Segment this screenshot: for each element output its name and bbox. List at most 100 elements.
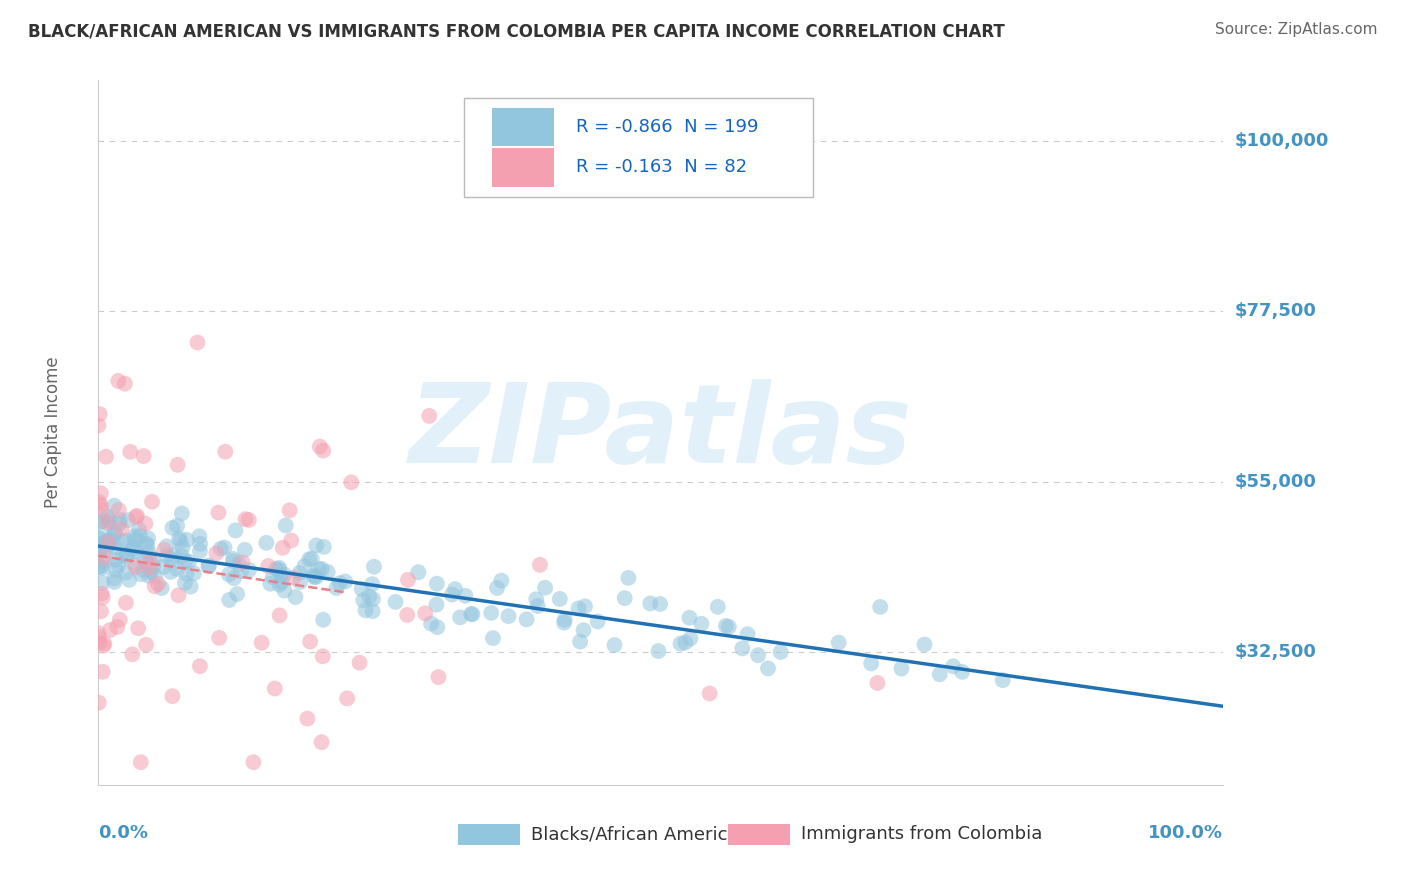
Point [714, 619, 737, 633]
Point [103, 571, 125, 585]
Point [912, 638, 935, 652]
Point [150, 581, 173, 595]
Point [350, 582, 373, 596]
Point [94, 450, 117, 464]
Point [297, 712, 319, 726]
Point [336, 691, 359, 706]
Point [418, 409, 440, 423]
FancyBboxPatch shape [728, 823, 790, 845]
Point [284, 590, 307, 604]
Point [717, 620, 740, 634]
Point [91, 576, 114, 591]
Point [112, 548, 135, 562]
Point [308, 562, 330, 576]
Point [305, 538, 328, 552]
Point [143, 579, 166, 593]
Point [87, 537, 110, 551]
Point [132, 563, 155, 577]
Point [90, 486, 112, 500]
Point [89, 407, 111, 421]
Point [134, 552, 156, 566]
Point [174, 554, 197, 568]
Point [270, 575, 292, 590]
Point [298, 552, 321, 566]
Point [162, 548, 184, 562]
Point [413, 607, 436, 621]
Text: $32,500: $32,500 [1234, 643, 1316, 661]
Point [93, 636, 115, 650]
Point [91, 591, 114, 605]
Text: $100,000: $100,000 [1234, 132, 1329, 150]
Point [866, 676, 889, 690]
Point [128, 522, 150, 536]
Point [183, 566, 205, 581]
Point [97, 533, 120, 547]
Point [613, 591, 636, 606]
Point [427, 670, 450, 684]
Point [586, 615, 609, 629]
Point [198, 558, 221, 573]
Point [363, 559, 385, 574]
Point [274, 518, 297, 533]
Point [104, 541, 127, 555]
Point [572, 623, 595, 637]
Point [118, 573, 141, 587]
Point [87, 631, 110, 645]
FancyBboxPatch shape [464, 98, 813, 196]
Point [162, 689, 184, 703]
Point [238, 513, 260, 527]
Point [125, 508, 148, 523]
Point [124, 533, 146, 547]
Point [299, 634, 322, 648]
Point [124, 558, 146, 572]
Point [257, 559, 280, 574]
Point [89, 495, 111, 509]
Point [259, 576, 281, 591]
Point [169, 533, 191, 548]
Point [460, 607, 482, 621]
Point [942, 659, 965, 673]
Text: ZIPatlas: ZIPatlas [409, 379, 912, 486]
Point [139, 553, 162, 567]
Point [302, 568, 325, 582]
Point [679, 632, 702, 646]
Text: 0.0%: 0.0% [98, 823, 149, 842]
Point [224, 524, 246, 538]
Point [647, 644, 669, 658]
Point [142, 558, 165, 573]
Point [747, 648, 769, 663]
Point [479, 606, 502, 620]
Point [270, 568, 292, 582]
Point [273, 567, 295, 582]
Point [567, 601, 589, 615]
Point [737, 627, 759, 641]
Point [91, 561, 114, 575]
Point [97, 535, 120, 549]
Point [231, 564, 253, 578]
Point [311, 735, 333, 749]
Point [263, 681, 285, 696]
Point [425, 598, 447, 612]
Point [146, 577, 169, 591]
Point [678, 611, 700, 625]
Point [269, 561, 291, 575]
Point [329, 576, 352, 591]
Point [250, 636, 273, 650]
Point [87, 560, 110, 574]
Point [396, 607, 419, 622]
Point [108, 503, 131, 517]
Point [115, 548, 138, 562]
Point [673, 635, 696, 649]
Point [301, 551, 323, 566]
Point [129, 567, 152, 582]
Point [104, 525, 127, 540]
Point [222, 571, 245, 585]
Point [141, 495, 163, 509]
Point [93, 554, 115, 568]
Point [669, 637, 692, 651]
Point [90, 604, 112, 618]
Point [166, 562, 188, 576]
Point [115, 596, 138, 610]
Point [124, 529, 146, 543]
Point [278, 503, 301, 517]
